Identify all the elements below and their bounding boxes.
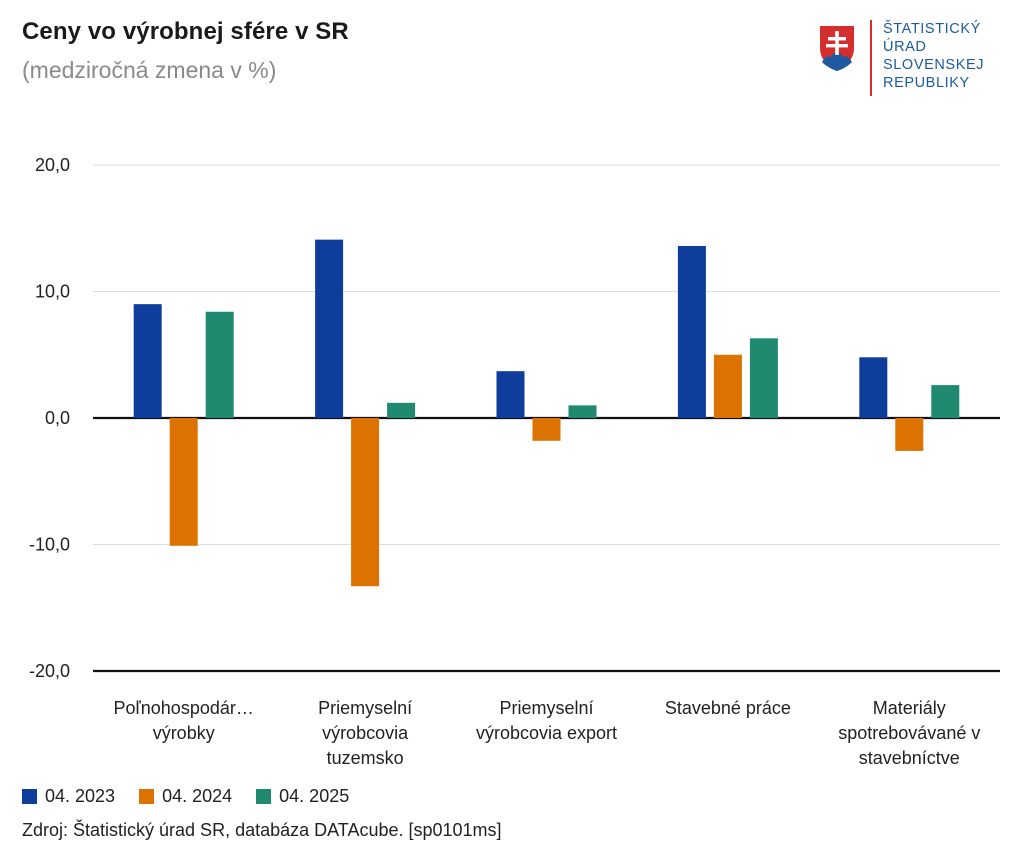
y-tick-label: -10,0 (29, 535, 70, 555)
legend-item-2025: 04. 2025 (256, 786, 349, 807)
chart-subtitle: (medziročná zmena v %) (22, 57, 277, 83)
bar-042025-cat-4 (749, 338, 778, 418)
bar-042024-cat-5 (895, 418, 924, 451)
bar-042023-cat-5 (859, 357, 888, 418)
bar-042023-cat-3 (496, 371, 525, 418)
x-tick-label: Poľnohospodár… (114, 698, 254, 718)
legend-swatch (256, 789, 272, 804)
x-tick-label: Stavebné práce (665, 698, 791, 718)
y-tick-label: 0,0 (45, 408, 70, 428)
x-tick-label: Priemyselní (499, 698, 593, 718)
legend-item-2023: 04. 2023 (22, 786, 115, 807)
bar-042023-cat-4 (677, 245, 706, 418)
bar-042024-cat-1 (169, 418, 198, 546)
x-tick-label: spotrebovávané v (838, 723, 980, 743)
x-tick-label: výrobcovia (322, 723, 409, 743)
bar-042025-cat-3 (568, 405, 597, 418)
logo-line: SLOVENSKEJ (883, 57, 985, 73)
x-tick-label: Priemyselní (318, 698, 412, 718)
y-tick-label: 20,0 (35, 155, 70, 175)
logo-line: ŠTATISTICKÝ (883, 21, 981, 37)
source-note: Zdroj: Štatistický úrad SR, databáza DAT… (22, 820, 502, 840)
legend-label: 04. 2023 (45, 786, 116, 806)
legend-swatch (22, 789, 37, 804)
logo-text: ŠTATISTICKÝ ÚRAD SLOVENSKEJ REPUBLIKY (883, 20, 984, 92)
bar-042025-cat-5 (931, 385, 960, 418)
y-tick-label: 10,0 (35, 282, 70, 302)
bar-042024-cat-2 (351, 418, 380, 587)
chart-legend: 04. 2023 04. 2024 04. 2025 (22, 786, 373, 807)
bar-042023-cat-1 (133, 304, 162, 418)
x-tick-label: stavebníctve (859, 748, 960, 768)
logo-line: REPUBLIKY (883, 75, 970, 91)
statistical-office-logo: ŠTATISTICKÝ ÚRAD SLOVENSKEJ REPUBLIKY (816, 20, 1016, 100)
legend-label: 04. 2024 (162, 786, 233, 806)
x-tick-label: výrobky (153, 723, 215, 743)
logo-line: ÚRAD (883, 39, 927, 55)
x-tick-label: Materiály (873, 698, 946, 718)
bar-042025-cat-2 (387, 402, 416, 418)
x-tick-label: tuzemsko (327, 748, 404, 768)
y-tick-label: -20,0 (29, 661, 70, 681)
logo-divider (870, 20, 872, 96)
bar-chart: 20,0 10,0 0,0 -10,0 -20,0 Poľnohospodár… výrob… (29, 155, 1000, 768)
x-tick-label: výrobcovia export (476, 723, 617, 743)
chart-title: Ceny vo výrobnej sfére v SR (22, 18, 349, 45)
legend-swatch (139, 789, 155, 804)
bar-042023-cat-2 (315, 239, 344, 418)
bar-042024-cat-4 (713, 354, 742, 418)
bar-042025-cat-1 (205, 311, 234, 418)
legend-label: 04. 2025 (279, 786, 350, 806)
bar-042024-cat-3 (532, 418, 561, 441)
legend-item-2024: 04. 2024 (139, 786, 232, 807)
shield-icon (817, 23, 857, 74)
